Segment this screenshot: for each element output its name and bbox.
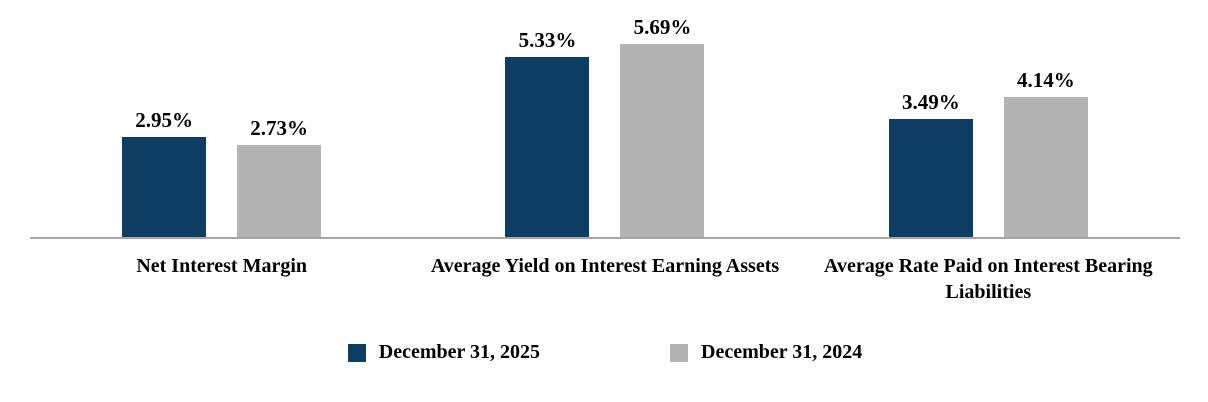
- bar-cell: 5.69%: [620, 15, 705, 237]
- bar-series-1: [620, 44, 705, 237]
- bar-value-label: 5.33%: [518, 27, 577, 52]
- legend-item: December 31, 2024: [670, 341, 862, 364]
- bar-series-1: [237, 144, 322, 237]
- bar-value-label: 3.49%: [901, 89, 960, 114]
- legend-label: December 31, 2024: [701, 341, 863, 363]
- bar-cell: 2.95%: [122, 108, 207, 237]
- bar-series-0: [888, 118, 973, 237]
- category-axis: Net Interest Margin Average Yield on Inte…: [30, 253, 1180, 305]
- bar-chart: 2.95% 2.73% 5.33% 5.69% 3.49% 4.14% Net Inter…: [30, 0, 1180, 364]
- bar-series-0: [122, 137, 207, 237]
- category-cell: Net Interest Margin: [30, 253, 413, 305]
- legend-swatch-icon: [347, 343, 366, 362]
- legend: December 31, 2025 December 31, 2024: [30, 341, 1180, 364]
- bar-cell: 2.73%: [237, 115, 322, 237]
- bar-value-label: 4.14%: [1016, 67, 1075, 92]
- category-label: Net Interest Margin: [136, 255, 308, 277]
- bar-group: 5.33% 5.69%: [413, 0, 796, 237]
- legend-label: December 31, 2025: [378, 341, 540, 363]
- bar-group: 3.49% 4.14%: [797, 0, 1180, 237]
- bar-series-1: [1003, 96, 1088, 237]
- plot-area: 2.95% 2.73% 5.33% 5.69% 3.49% 4.14%: [30, 0, 1180, 239]
- category-cell: Average Yield on Interest Earning Assets: [413, 253, 796, 305]
- bar-series-0: [505, 56, 590, 237]
- bar-value-label: 5.69%: [633, 15, 692, 40]
- category-label: Average Yield on Interest Earning Assets: [430, 255, 780, 277]
- bar-group: 2.95% 2.73%: [30, 0, 413, 237]
- bar-value-label: 2.73%: [250, 115, 309, 140]
- category-cell: Average Rate Paid on Interest Bearing Li…: [797, 253, 1180, 305]
- bar-cell: 3.49%: [888, 89, 973, 237]
- category-label: Average Rate Paid on Interest Bearing Li…: [823, 255, 1153, 303]
- bar-value-label: 2.95%: [135, 108, 194, 133]
- legend-swatch-icon: [670, 343, 688, 362]
- legend-item: December 31, 2025: [347, 341, 540, 364]
- bar-cell: 5.33%: [505, 27, 590, 237]
- bar-cell: 4.14%: [1003, 67, 1088, 237]
